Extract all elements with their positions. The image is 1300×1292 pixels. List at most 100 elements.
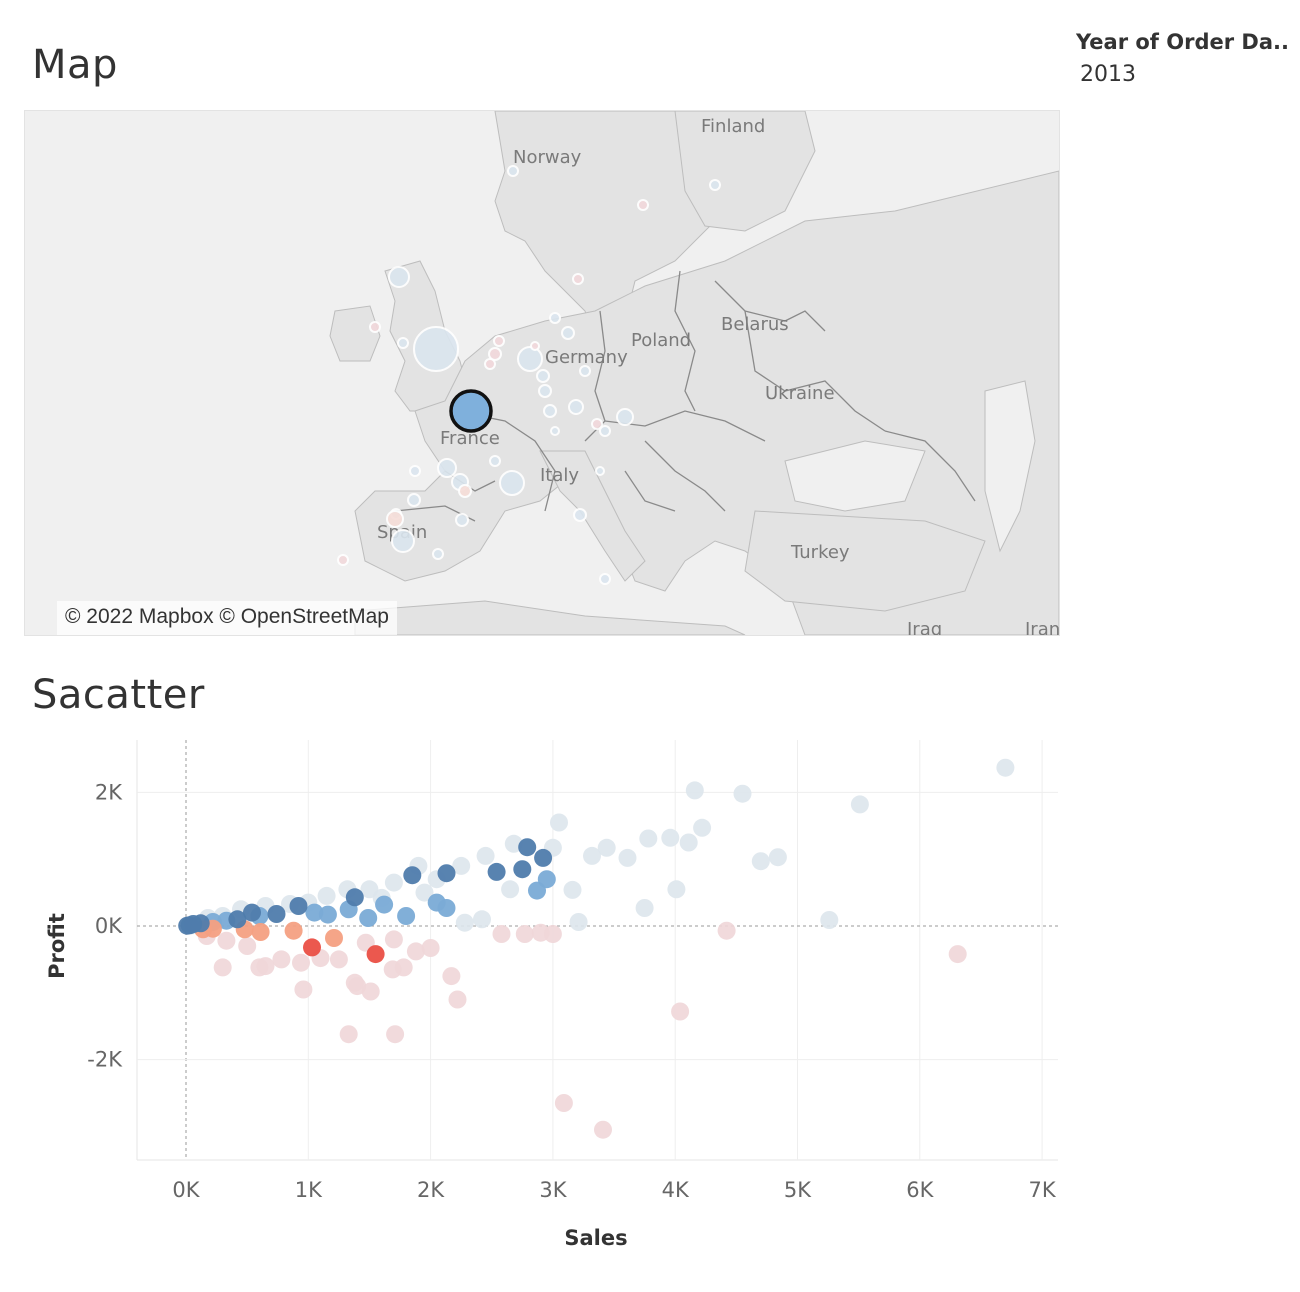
map-city-bubble[interactable]	[579, 365, 591, 377]
scatter-point[interactable]	[386, 1025, 405, 1044]
scatter-point[interactable]	[518, 838, 537, 857]
chart-points[interactable]	[178, 758, 1015, 1139]
scatter-point[interactable]	[569, 913, 588, 931]
scatter-point[interactable]	[406, 942, 425, 961]
scatter-point[interactable]	[543, 925, 562, 943]
scatter-chart[interactable]: 0K 1K 2K 3K 4K 5K 6K 7K 2K 0K -2K Sales Profit	[24, 730, 1074, 1260]
scatter-point[interactable]	[437, 864, 456, 883]
scatter-point[interactable]	[537, 870, 556, 889]
map-canvas[interactable]: Finland Norway Poland Belarus Ukraine Fr…	[25, 111, 1059, 635]
scatter-point[interactable]	[850, 795, 869, 814]
map-city-bubble[interactable]	[369, 321, 381, 333]
map-city-bubble[interactable]	[538, 384, 552, 398]
map-selected-bubble[interactable]	[449, 389, 493, 433]
year-filter[interactable]: Year of Order Da.. 2013	[1076, 30, 1291, 87]
scatter-point[interactable]	[272, 950, 291, 969]
map-city-bubble[interactable]	[388, 266, 410, 288]
scatter-point[interactable]	[685, 781, 704, 800]
map-city-bubble[interactable]	[599, 573, 611, 585]
scatter-point[interactable]	[948, 945, 967, 964]
scatter-point[interactable]	[534, 848, 553, 867]
scatter-point[interactable]	[996, 758, 1015, 777]
scatter-point[interactable]	[228, 910, 247, 929]
map-city-bubble[interactable]	[536, 369, 550, 383]
map-city-bubble[interactable]	[484, 358, 496, 370]
scatter-point[interactable]	[583, 846, 601, 865]
scatter-point[interactable]	[251, 923, 270, 941]
map-city-bubble[interactable]	[432, 548, 444, 560]
scatter-point[interactable]	[618, 848, 637, 867]
map-city-bubble[interactable]	[386, 510, 404, 528]
scatter-point[interactable]	[661, 828, 680, 847]
scatter-point[interactable]	[305, 903, 324, 922]
scatter-point[interactable]	[442, 967, 461, 986]
map-city-bubble[interactable]	[409, 465, 421, 477]
scatter-point[interactable]	[191, 914, 210, 933]
map-bubbles[interactable]	[337, 165, 721, 585]
scatter-point[interactable]	[733, 784, 752, 803]
map-city-bubble[interactable]	[550, 426, 560, 436]
scatter-point[interactable]	[415, 883, 434, 902]
scatter-point[interactable]	[501, 880, 520, 899]
map-city-bubble[interactable]	[517, 346, 543, 372]
scatter-canvas[interactable]: 0K 1K 2K 3K 4K 5K 6K 7K 2K 0K -2K Sales Profit	[24, 730, 1074, 1260]
map-city-bubble[interactable]	[561, 326, 575, 340]
scatter-point[interactable]	[325, 929, 343, 947]
scatter-point[interactable]	[455, 913, 474, 932]
scatter-point[interactable]	[213, 958, 232, 977]
scatter-point[interactable]	[667, 880, 686, 899]
map-city-bubble[interactable]	[455, 513, 469, 527]
scatter-point[interactable]	[635, 899, 654, 917]
map-city-bubble[interactable]	[437, 458, 457, 478]
scatter-point[interactable]	[513, 860, 532, 879]
scatter-point[interactable]	[597, 838, 616, 857]
map-city-bubble[interactable]	[397, 337, 409, 349]
map-city-bubble[interactable]	[599, 425, 611, 437]
scatter-point[interactable]	[448, 990, 467, 1009]
scatter-point[interactable]	[256, 957, 275, 976]
map-city-bubble[interactable]	[568, 399, 584, 415]
scatter-point[interactable]	[238, 937, 257, 955]
scatter-point[interactable]	[693, 818, 712, 837]
scatter-point[interactable]	[476, 846, 495, 865]
scatter-point[interactable]	[361, 982, 380, 1001]
scatter-point[interactable]	[345, 888, 364, 907]
map-attribution[interactable]: © 2022 Mapbox © OpenStreetMap	[57, 601, 397, 635]
scatter-point[interactable]	[639, 829, 658, 848]
scatter-point[interactable]	[594, 1120, 612, 1139]
map-city-bubble[interactable]	[572, 273, 584, 285]
map-city-bubble[interactable]	[637, 199, 649, 211]
scatter-point[interactable]	[487, 862, 506, 881]
map-city-bubble[interactable]	[507, 165, 519, 177]
scatter-point[interactable]	[329, 950, 348, 969]
scatter-point[interactable]	[515, 925, 534, 943]
scatter-point[interactable]	[452, 856, 471, 875]
scatter-point[interactable]	[554, 1094, 573, 1112]
scatter-point[interactable]	[294, 980, 313, 999]
scatter-point[interactable]	[375, 895, 394, 914]
scatter-point[interactable]	[563, 880, 582, 899]
scatter-point[interactable]	[671, 1002, 690, 1021]
scatter-point[interactable]	[384, 873, 403, 892]
map-city-bubble[interactable]	[591, 418, 603, 430]
map-city-bubble[interactable]	[543, 404, 557, 418]
map-city-bubble[interactable]	[549, 312, 561, 324]
scatter-point[interactable]	[384, 930, 403, 949]
filter-value[interactable]: 2013	[1080, 62, 1136, 87]
scatter-point[interactable]	[303, 938, 321, 957]
scatter-point[interactable]	[768, 848, 787, 867]
map-city-bubble[interactable]	[530, 341, 540, 351]
map-city-bubble[interactable]	[391, 529, 415, 553]
map-view[interactable]: Finland Norway Poland Belarus Ukraine Fr…	[24, 110, 1060, 636]
scatter-point[interactable]	[421, 939, 440, 957]
map-city-bubble[interactable]	[499, 470, 525, 496]
map-city-bubble[interactable]	[595, 466, 605, 476]
scatter-point[interactable]	[289, 897, 308, 915]
scatter-point[interactable]	[403, 866, 422, 885]
scatter-point[interactable]	[243, 903, 261, 922]
scatter-point[interactable]	[751, 852, 770, 871]
scatter-point[interactable]	[437, 899, 456, 917]
scatter-point[interactable]	[366, 945, 385, 964]
scatter-point[interactable]	[397, 907, 416, 925]
scatter-point[interactable]	[284, 921, 303, 940]
